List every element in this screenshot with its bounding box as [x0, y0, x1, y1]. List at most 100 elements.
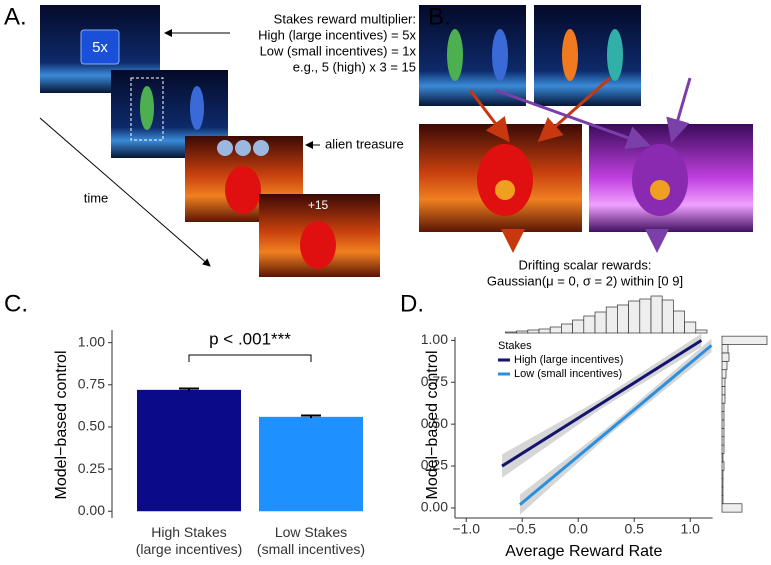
y-tick-label: 0.00: [421, 499, 448, 515]
x-tick-label: 0.5: [624, 521, 644, 537]
multiplier-line: e.g., 5 (high) x 3 = 15: [293, 59, 416, 74]
histogram-bar: [721, 419, 725, 429]
treasure: [217, 140, 233, 156]
reward-text: +15: [308, 198, 329, 212]
x-tick-label: 1.0: [680, 521, 700, 537]
scene-image: [534, 5, 641, 106]
x-tick-label: High Stakes (large incentives): [136, 524, 243, 557]
histogram-bar: [538, 328, 551, 334]
alien: [225, 166, 261, 214]
histogram-bar: [661, 299, 674, 334]
time-label: time: [84, 190, 109, 205]
histogram-bar: [721, 352, 730, 362]
panel-label: C.: [4, 290, 28, 317]
bar: [259, 416, 363, 512]
y-axis-title: Model−based control: [53, 351, 70, 500]
y-tick-label: 0.25: [78, 460, 105, 476]
x-axis-title: Average Reward Rate: [505, 543, 662, 560]
panel-label: D.: [400, 290, 424, 317]
histogram-bar: [605, 306, 618, 334]
histogram-bar: [721, 486, 724, 496]
y-axis-title: Model−based control: [424, 351, 441, 500]
significance-bracket: [188, 354, 312, 362]
histogram-bar: [505, 331, 517, 334]
rocket: [190, 86, 204, 130]
confidence-band: [502, 333, 702, 478]
y-tick-label: 0.50: [78, 418, 105, 434]
histogram-bar: [639, 298, 652, 334]
histogram-bar: [684, 321, 697, 334]
histogram-bar: [721, 394, 726, 404]
histogram-bar: [721, 453, 724, 463]
y-tick-label: 1.00: [78, 333, 105, 349]
rocket: [492, 29, 508, 81]
alien-belly: [650, 180, 670, 200]
histogram-bar: [721, 411, 725, 421]
histogram-bar: [721, 344, 729, 354]
histogram-bar: [721, 402, 725, 412]
panel-a: 5x +15 Stakes reward multiplier: High (l…: [39, 5, 417, 277]
rocket: [140, 86, 154, 130]
x-tick-label: 0.0: [568, 521, 588, 537]
charts: 0.00 0.25 0.50 0.75 1.00 Model−based control H…: [53, 295, 768, 560]
histogram-bar: [628, 300, 641, 334]
legend-label: Low (small incentives): [514, 368, 622, 380]
histogram-bar: [721, 377, 726, 387]
multiplier-line: High (large incentives) = 5x: [258, 27, 416, 42]
histogram-bar: [721, 427, 725, 438]
panel-b: Drifting scalar rewards: Gaussian(μ = 0,…: [419, 5, 753, 288]
y-tick-label: 0.75: [78, 376, 105, 392]
histogram-bar: [721, 360, 728, 371]
treasure-label: alien treasure: [325, 136, 404, 151]
significance-label: p < .001***: [209, 329, 291, 348]
scene-image: [419, 5, 526, 106]
regression-line: [519, 344, 713, 506]
histogram-bar: [721, 495, 724, 505]
histogram-bar: [695, 329, 708, 334]
histogram-bar: [572, 319, 585, 334]
caption: Gaussian(μ = 0, σ = 2) within [0 9]: [487, 273, 683, 288]
caption: Drifting scalar rewards:: [519, 257, 652, 272]
transition-arrow: [494, 88, 651, 150]
rocket: [562, 29, 578, 81]
transition-arrow: [666, 77, 692, 143]
histogram-bar: [721, 369, 727, 379]
histogram-bar: [721, 469, 724, 479]
alien: [300, 221, 336, 269]
y-tick-label: 0.50: [421, 415, 448, 431]
alien-belly: [495, 180, 515, 200]
panel-label: A.: [4, 3, 27, 30]
selection-box: [130, 77, 164, 141]
x-tick-label: −0.5: [508, 521, 536, 537]
treasure: [253, 140, 269, 156]
legend-title: Stakes: [498, 340, 532, 352]
transition-arrow: [468, 89, 510, 143]
histogram-bar: [721, 503, 743, 513]
panel-label: B.: [428, 3, 451, 30]
multiplier-line: Low (small incentives) = 1x: [260, 43, 417, 58]
y-tick-label: 1.00: [421, 331, 448, 347]
histogram-bar: [549, 326, 562, 334]
histogram-bar: [583, 315, 596, 334]
histogram-bar: [721, 444, 725, 454]
regression-line: [501, 339, 703, 468]
rocket: [447, 29, 463, 81]
histogram-bar: [650, 295, 663, 334]
histogram-bar: [721, 461, 725, 471]
transition-arrow: [537, 76, 611, 142]
histogram-bar: [527, 329, 540, 334]
y-tick-label: 0.25: [421, 457, 448, 473]
histogram-bar: [594, 311, 607, 334]
histogram-bar: [561, 323, 573, 334]
bar: [137, 389, 241, 512]
cue-text: 5x: [92, 39, 108, 56]
multiplier-title: Stakes reward multiplier:: [274, 11, 416, 26]
time-arrow: [39, 117, 211, 267]
y-tick-label: 0.00: [78, 502, 105, 518]
histogram-bar: [721, 436, 725, 446]
histogram-bar: [516, 330, 529, 334]
rocket: [607, 29, 623, 81]
histogram-bar: [721, 386, 726, 396]
treasure: [235, 140, 251, 156]
